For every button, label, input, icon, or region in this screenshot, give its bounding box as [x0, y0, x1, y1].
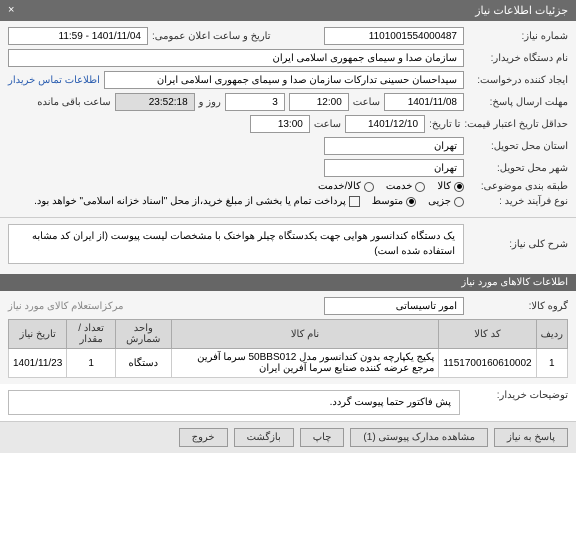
delivery-city-value: تهران [324, 159, 464, 177]
deadline-remain: 23:52:18 [115, 93, 195, 111]
items-table: ردیف کد کالا نام کالا واحد شمارش تعداد /… [8, 319, 568, 378]
back-button[interactable]: بازگشت [234, 428, 294, 447]
buyer-org-value: سازمان صدا و سیمای جمهوری اسلامی ایران [8, 49, 464, 67]
request-creator-value: سیداحسان حسینی تدارکات سازمان صدا و سیما… [104, 71, 464, 89]
public-datetime-label: تاریخ و ساعت اعلان عمومی: [152, 31, 271, 42]
exit-button[interactable]: خروج [179, 428, 228, 447]
subject-class-radios: کالا خدمت کالا/خدمت [318, 181, 464, 192]
buyer-note-label: توضیحات خریدار: [468, 390, 568, 415]
checkbox-treasury-label: پرداخت تمام یا بخشی از مبلغ خرید،از محل … [34, 196, 346, 207]
td-needdate: 1401/11/23 [9, 349, 67, 378]
validity-to-label: تا تاریخ: [429, 119, 460, 130]
table-header-row: ردیف کد کالا نام کالا واحد شمارش تعداد /… [9, 320, 568, 349]
delivery-province-value: تهران [324, 137, 464, 155]
radio-circle-icon [454, 182, 464, 192]
checkbox-icon [349, 196, 360, 207]
table-row: 1 1151700160610002 پکیج یکپارچه بدون کند… [9, 349, 568, 378]
radio-kala[interactable]: کالا [437, 181, 464, 192]
request-number-value: 1101001554000487 [324, 27, 464, 45]
public-datetime-value: 1401/11/04 - 11:59 [8, 27, 148, 45]
radio-circle-icon [364, 182, 374, 192]
radio-circle-icon [415, 182, 425, 192]
radio-kala-label: کالا [437, 181, 451, 192]
deadline-time-label: ساعت [353, 97, 380, 108]
th-row: ردیف [536, 320, 567, 349]
radio-jozi-label: جزیی [428, 196, 451, 207]
deadline-date: 1401/11/08 [384, 93, 464, 111]
radio-motavaset[interactable]: متوسط [372, 196, 416, 207]
buyer-note-row: توضیحات خریدار: پش فاکتور حتما پیوست گرد… [0, 384, 576, 421]
request-creator-label: ایجاد کننده درخواست: [468, 75, 568, 86]
delivery-city-label: شهر محل تحویل: [468, 163, 568, 174]
validity-time: 13:00 [250, 115, 310, 133]
main-desc-label: شرح کلی نیاز: [468, 239, 568, 250]
buyer-org-label: نام دستگاه خریدار: [468, 53, 568, 64]
attachments-button[interactable]: مشاهده مدارک پیوستی (1) [350, 428, 488, 447]
deadline-day-label: روز و [199, 97, 221, 108]
header-title: جزئیات اطلاعات نیاز [475, 4, 568, 17]
goods-link[interactable]: مرکزاستعلام کالای مورد نیاز [8, 301, 123, 312]
validity-date: 1401/12/10 [345, 115, 425, 133]
print-button[interactable]: چاپ [300, 428, 345, 447]
main-desc-text: یک دستگاه کندانسور هوایی جهت یکدستگاه چی… [8, 224, 464, 264]
radio-khedmat-label: خدمت [386, 181, 413, 192]
radio-kala-khedmat[interactable]: کالا/خدمت [318, 181, 374, 192]
radio-motavaset-label: متوسط [372, 196, 403, 207]
th-name: نام کالا [171, 320, 439, 349]
goods-code-value: امور تاسیساتی [324, 297, 464, 315]
th-needdate: تاریخ نیاز [9, 320, 67, 349]
goods-code-label: گروه کالا: [468, 301, 568, 312]
checkbox-treasury[interactable]: پرداخت تمام یا بخشی از مبلغ خرید،از محل … [34, 196, 360, 207]
subject-class-label: طبقه بندی موضوعی: [468, 181, 568, 192]
td-name: پکیج یکپارچه بدون کندانسور مدل 50BBS012 … [171, 349, 439, 378]
td-qty: 1 [67, 349, 116, 378]
header-bar: جزئیات اطلاعات نیاز × [0, 0, 576, 21]
purchase-type-label: نوع فرآیند خرید : [468, 196, 568, 207]
radio-circle-icon [406, 197, 416, 207]
purchase-type-radios: جزیی متوسط پرداخت تمام یا بخشی از مبلغ خ… [34, 196, 464, 207]
validity-label: حداقل تاریخ اعتبار قیمت: [464, 119, 568, 130]
deadline-label: مهلت ارسال پاسخ: [468, 97, 568, 108]
respond-button[interactable]: پاسخ به نیاز [494, 428, 568, 447]
button-row: پاسخ به نیاز مشاهده مدارک پیوستی (1) چاپ… [0, 421, 576, 453]
buyer-contact-link[interactable]: اطلاعات تماس خریدار [8, 75, 100, 86]
radio-circle-icon [454, 197, 464, 207]
th-unit: واحد شمارش [115, 320, 171, 349]
deadline-time: 12:00 [289, 93, 349, 111]
deadline-days: 3 [225, 93, 285, 111]
radio-kala-khedmat-label: کالا/خدمت [318, 181, 361, 192]
th-qty: تعداد / مقدار [67, 320, 116, 349]
request-number-label: شماره نیاز: [468, 31, 568, 42]
td-unit: دستگاه [115, 349, 171, 378]
radio-jozi[interactable]: جزیی [428, 196, 464, 207]
radio-khedmat[interactable]: خدمت [386, 181, 426, 192]
td-row: 1 [536, 349, 567, 378]
form-section: شماره نیاز: 1101001554000487 تاریخ و ساع… [0, 21, 576, 217]
validity-time-label: ساعت [314, 119, 341, 130]
delivery-province-label: استان محل تحویل: [468, 141, 568, 152]
items-header: اطلاعات کالاهای مورد نیاز [0, 274, 576, 291]
deadline-remain-label: ساعت باقی مانده [37, 97, 110, 108]
td-code: 1151700160610002 [439, 349, 536, 378]
buyer-note-text: پش فاکتور حتما پیوست گردد. [8, 390, 460, 415]
close-icon[interactable]: × [8, 4, 14, 17]
th-code: کد کالا [439, 320, 536, 349]
